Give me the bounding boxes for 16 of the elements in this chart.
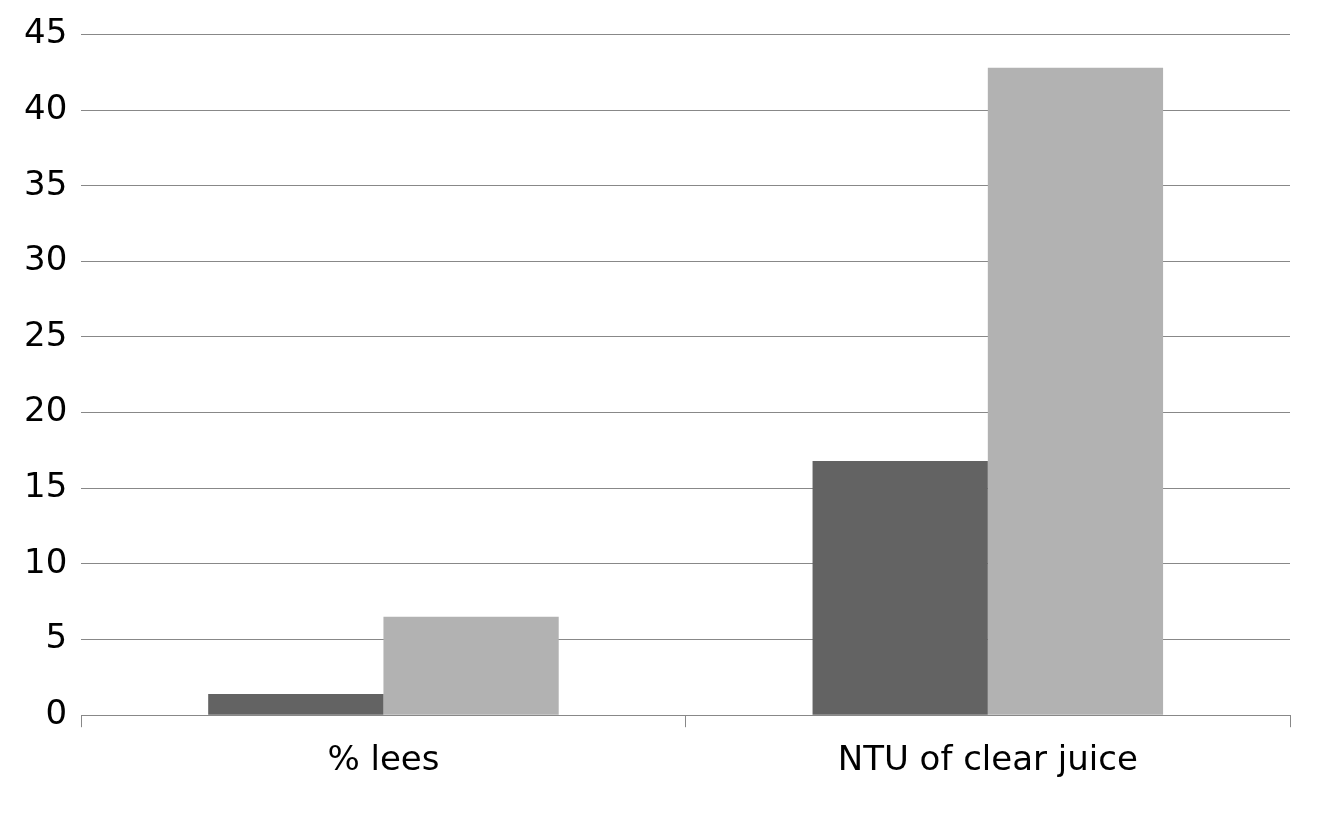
bar — [812, 461, 988, 715]
y-tick-label: 0 — [45, 692, 68, 733]
bar — [208, 694, 384, 715]
bar — [383, 616, 559, 715]
x-tick-label: % lees — [327, 738, 440, 779]
y-tick-label: 10 — [24, 540, 68, 581]
y-tick-label: 40 — [24, 86, 68, 127]
y-tick-label: 5 — [45, 616, 68, 657]
y-tick-label: 35 — [24, 162, 68, 203]
x-tick-label: NTU of clear juice — [837, 738, 1138, 779]
y-tick-label: 25 — [24, 313, 68, 354]
y-tick-label: 30 — [24, 238, 68, 279]
bar — [987, 67, 1164, 715]
y-tick-label: 15 — [24, 465, 68, 506]
y-tick-label: 45 — [24, 11, 68, 52]
y-tick-label: 20 — [24, 389, 68, 430]
